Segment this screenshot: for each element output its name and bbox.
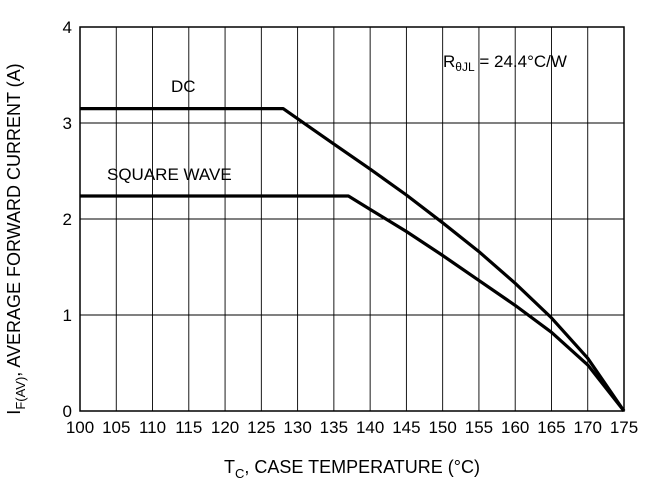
series-label-square-wave: SQUARE WAVE <box>107 165 232 184</box>
x-tick-label: 115 <box>175 418 202 437</box>
y-tick-label: 0 <box>63 402 72 421</box>
plot-frame <box>79 26 625 412</box>
x-tick-label: 170 <box>574 418 602 437</box>
annotation-subscript: θJL <box>455 60 475 74</box>
series-label-dc: DC <box>171 77 196 96</box>
x-tick-label: 110 <box>139 418 166 437</box>
x-tick-label: 135 <box>320 418 348 437</box>
x-tick-label: 155 <box>465 418 493 437</box>
y-tick-label: 1 <box>63 306 72 325</box>
x-tick-label: 150 <box>428 418 456 437</box>
y-axis-label-subscript: F(AV) <box>13 377 28 410</box>
x-tick-label: 160 <box>501 418 529 437</box>
x-axis-label-main: T <box>224 457 235 477</box>
y-axis-label: IF(AV), AVERAGE FORWARD CURRENT (A) <box>4 63 28 414</box>
y-tick-label: 3 <box>63 114 72 133</box>
x-tick-label: 165 <box>537 418 565 437</box>
series-line-square-wave <box>80 194 626 412</box>
y-axis-label-main: I <box>4 410 24 415</box>
x-tick-label: 125 <box>247 418 275 437</box>
thermal-resistance-annotation: RθJL = 24.4°C/W <box>443 52 567 74</box>
x-tick-label: 105 <box>102 418 130 437</box>
x-tick-label: 130 <box>283 418 311 437</box>
tick-labels: 100 105 110 115 120 125 130 135 140 145 150 155 160 1… <box>63 18 639 437</box>
grid-lines <box>79 26 625 412</box>
series-line-dc <box>80 107 626 412</box>
series-curves <box>80 107 626 412</box>
annotation-rest: = 24.4°C/W <box>475 52 567 71</box>
y-tick-label: 4 <box>63 18 72 37</box>
x-tick-label: 175 <box>610 418 638 437</box>
x-tick-label: 120 <box>211 418 239 437</box>
x-axis-label-subscript: C <box>235 466 244 481</box>
y-tick-label: 2 <box>63 210 72 229</box>
x-axis-label-rest: , CASE TEMPERATURE (°C) <box>244 457 480 477</box>
annotation-main: R <box>443 52 455 71</box>
x-tick-label: 145 <box>392 418 420 437</box>
x-axis-label: TC, CASE TEMPERATURE (°C) <box>224 457 480 481</box>
x-tick-label: 100 <box>66 418 94 437</box>
x-tick-label: 140 <box>356 418 384 437</box>
y-axis-label-rest: , AVERAGE FORWARD CURRENT (A) <box>4 63 24 376</box>
